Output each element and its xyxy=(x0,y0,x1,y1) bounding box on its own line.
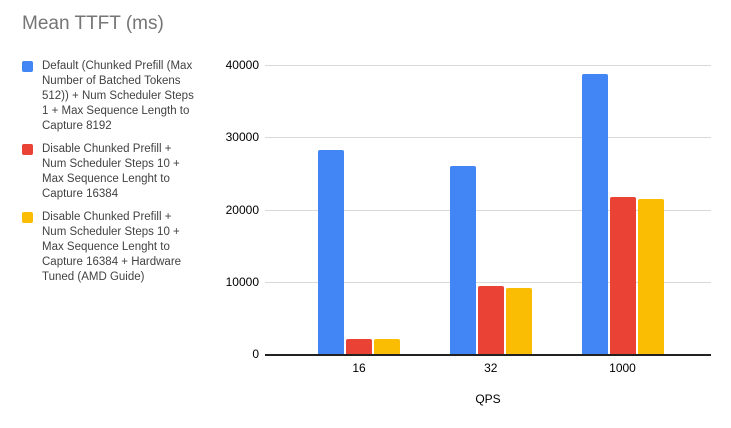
gridline-40000 xyxy=(265,65,711,66)
bar-qps-16-series-2 xyxy=(346,338,372,354)
bar-qps-1000-series-3 xyxy=(637,199,664,354)
bars xyxy=(265,65,711,354)
bar-qps-1000-series-1 xyxy=(581,73,608,354)
bar-qps-32-series-1 xyxy=(449,166,476,354)
x-axis-category-label: 1000 xyxy=(609,361,636,375)
bar-qps-1000-series-2 xyxy=(609,196,636,354)
legend-item-series-2: Disable Chunked Prefill + Num Scheduler … xyxy=(22,142,227,202)
bar-qps-32-series-2 xyxy=(477,286,504,354)
x-axis-category-label: 16 xyxy=(352,361,366,375)
gridline-10000 xyxy=(265,281,711,283)
legend-item-series-3: Disable Chunked Prefill + Num Scheduler … xyxy=(22,210,227,285)
legend: Default (Chunked Prefill (Max Number of … xyxy=(22,59,227,293)
legend-swatch-series-2 xyxy=(22,144,33,155)
x-axis-category-label: 32 xyxy=(484,361,498,375)
legend-swatch-series-1 xyxy=(22,61,33,72)
bar-qps-16-series-1 xyxy=(318,149,344,354)
legend-label-series-2: Disable Chunked Prefill + Num Scheduler … xyxy=(42,143,180,200)
gridline-30000 xyxy=(265,137,711,139)
bar-qps-32-series-3 xyxy=(505,287,532,354)
y-axis-tick-label: 0 xyxy=(252,347,259,361)
plot-area xyxy=(265,65,711,356)
bar-qps-16-series-3 xyxy=(374,339,400,354)
legend-swatch-series-3 xyxy=(22,212,33,223)
gridline-20000 xyxy=(265,209,711,211)
x-axis-labels: 16 32 1000 xyxy=(0,361,731,377)
legend-label-series-3: Disable Chunked Prefill + Num Scheduler … xyxy=(42,211,182,283)
x-axis-title: QPS xyxy=(475,392,501,406)
legend-item-series-1: Default (Chunked Prefill (Max Number of … xyxy=(22,59,227,134)
chart-title: Mean TTFT (ms) xyxy=(22,13,164,34)
legend-label-series-1: Default (Chunked Prefill (Max Number of … xyxy=(42,60,194,132)
